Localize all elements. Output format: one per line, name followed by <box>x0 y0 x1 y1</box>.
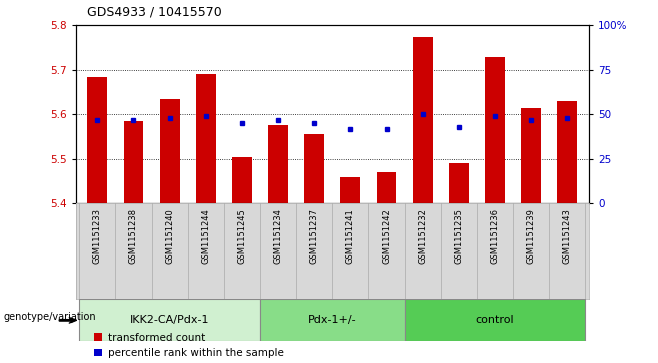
Text: GSM1151245: GSM1151245 <box>238 208 247 264</box>
Bar <box>160 99 180 203</box>
Bar <box>260 299 405 341</box>
Text: GSM1151232: GSM1151232 <box>418 208 427 264</box>
Bar <box>232 156 252 203</box>
Bar <box>79 299 260 341</box>
Bar <box>376 172 396 203</box>
Text: GSM1151237: GSM1151237 <box>310 208 318 264</box>
Bar <box>557 101 577 203</box>
Bar <box>340 177 361 203</box>
Text: GSM1151240: GSM1151240 <box>165 208 174 264</box>
Text: GSM1151234: GSM1151234 <box>274 208 282 264</box>
Text: IKK2-CA/Pdx-1: IKK2-CA/Pdx-1 <box>130 315 209 325</box>
Bar <box>196 74 216 203</box>
Text: GSM1151236: GSM1151236 <box>490 208 499 264</box>
Text: GSM1151242: GSM1151242 <box>382 208 391 264</box>
Text: GSM1151235: GSM1151235 <box>454 208 463 264</box>
Text: control: control <box>476 315 515 325</box>
Legend: transformed count, percentile rank within the sample: transformed count, percentile rank withi… <box>94 333 284 358</box>
Text: Pdx-1+/-: Pdx-1+/- <box>308 315 357 325</box>
Text: GDS4933 / 10415570: GDS4933 / 10415570 <box>88 5 222 18</box>
Bar <box>413 37 432 203</box>
Text: GSM1151243: GSM1151243 <box>563 208 572 264</box>
Text: GSM1151241: GSM1151241 <box>346 208 355 264</box>
Text: GSM1151238: GSM1151238 <box>129 208 138 264</box>
Bar <box>485 57 505 203</box>
Bar <box>405 299 586 341</box>
Bar <box>268 126 288 203</box>
Bar <box>521 108 541 203</box>
Bar <box>124 121 143 203</box>
Text: GSM1151233: GSM1151233 <box>93 208 102 264</box>
Bar <box>449 163 468 203</box>
Text: GSM1151244: GSM1151244 <box>201 208 211 264</box>
Bar <box>304 134 324 203</box>
Bar <box>88 77 107 203</box>
Text: genotype/variation: genotype/variation <box>3 312 96 322</box>
Text: GSM1151239: GSM1151239 <box>526 208 536 264</box>
